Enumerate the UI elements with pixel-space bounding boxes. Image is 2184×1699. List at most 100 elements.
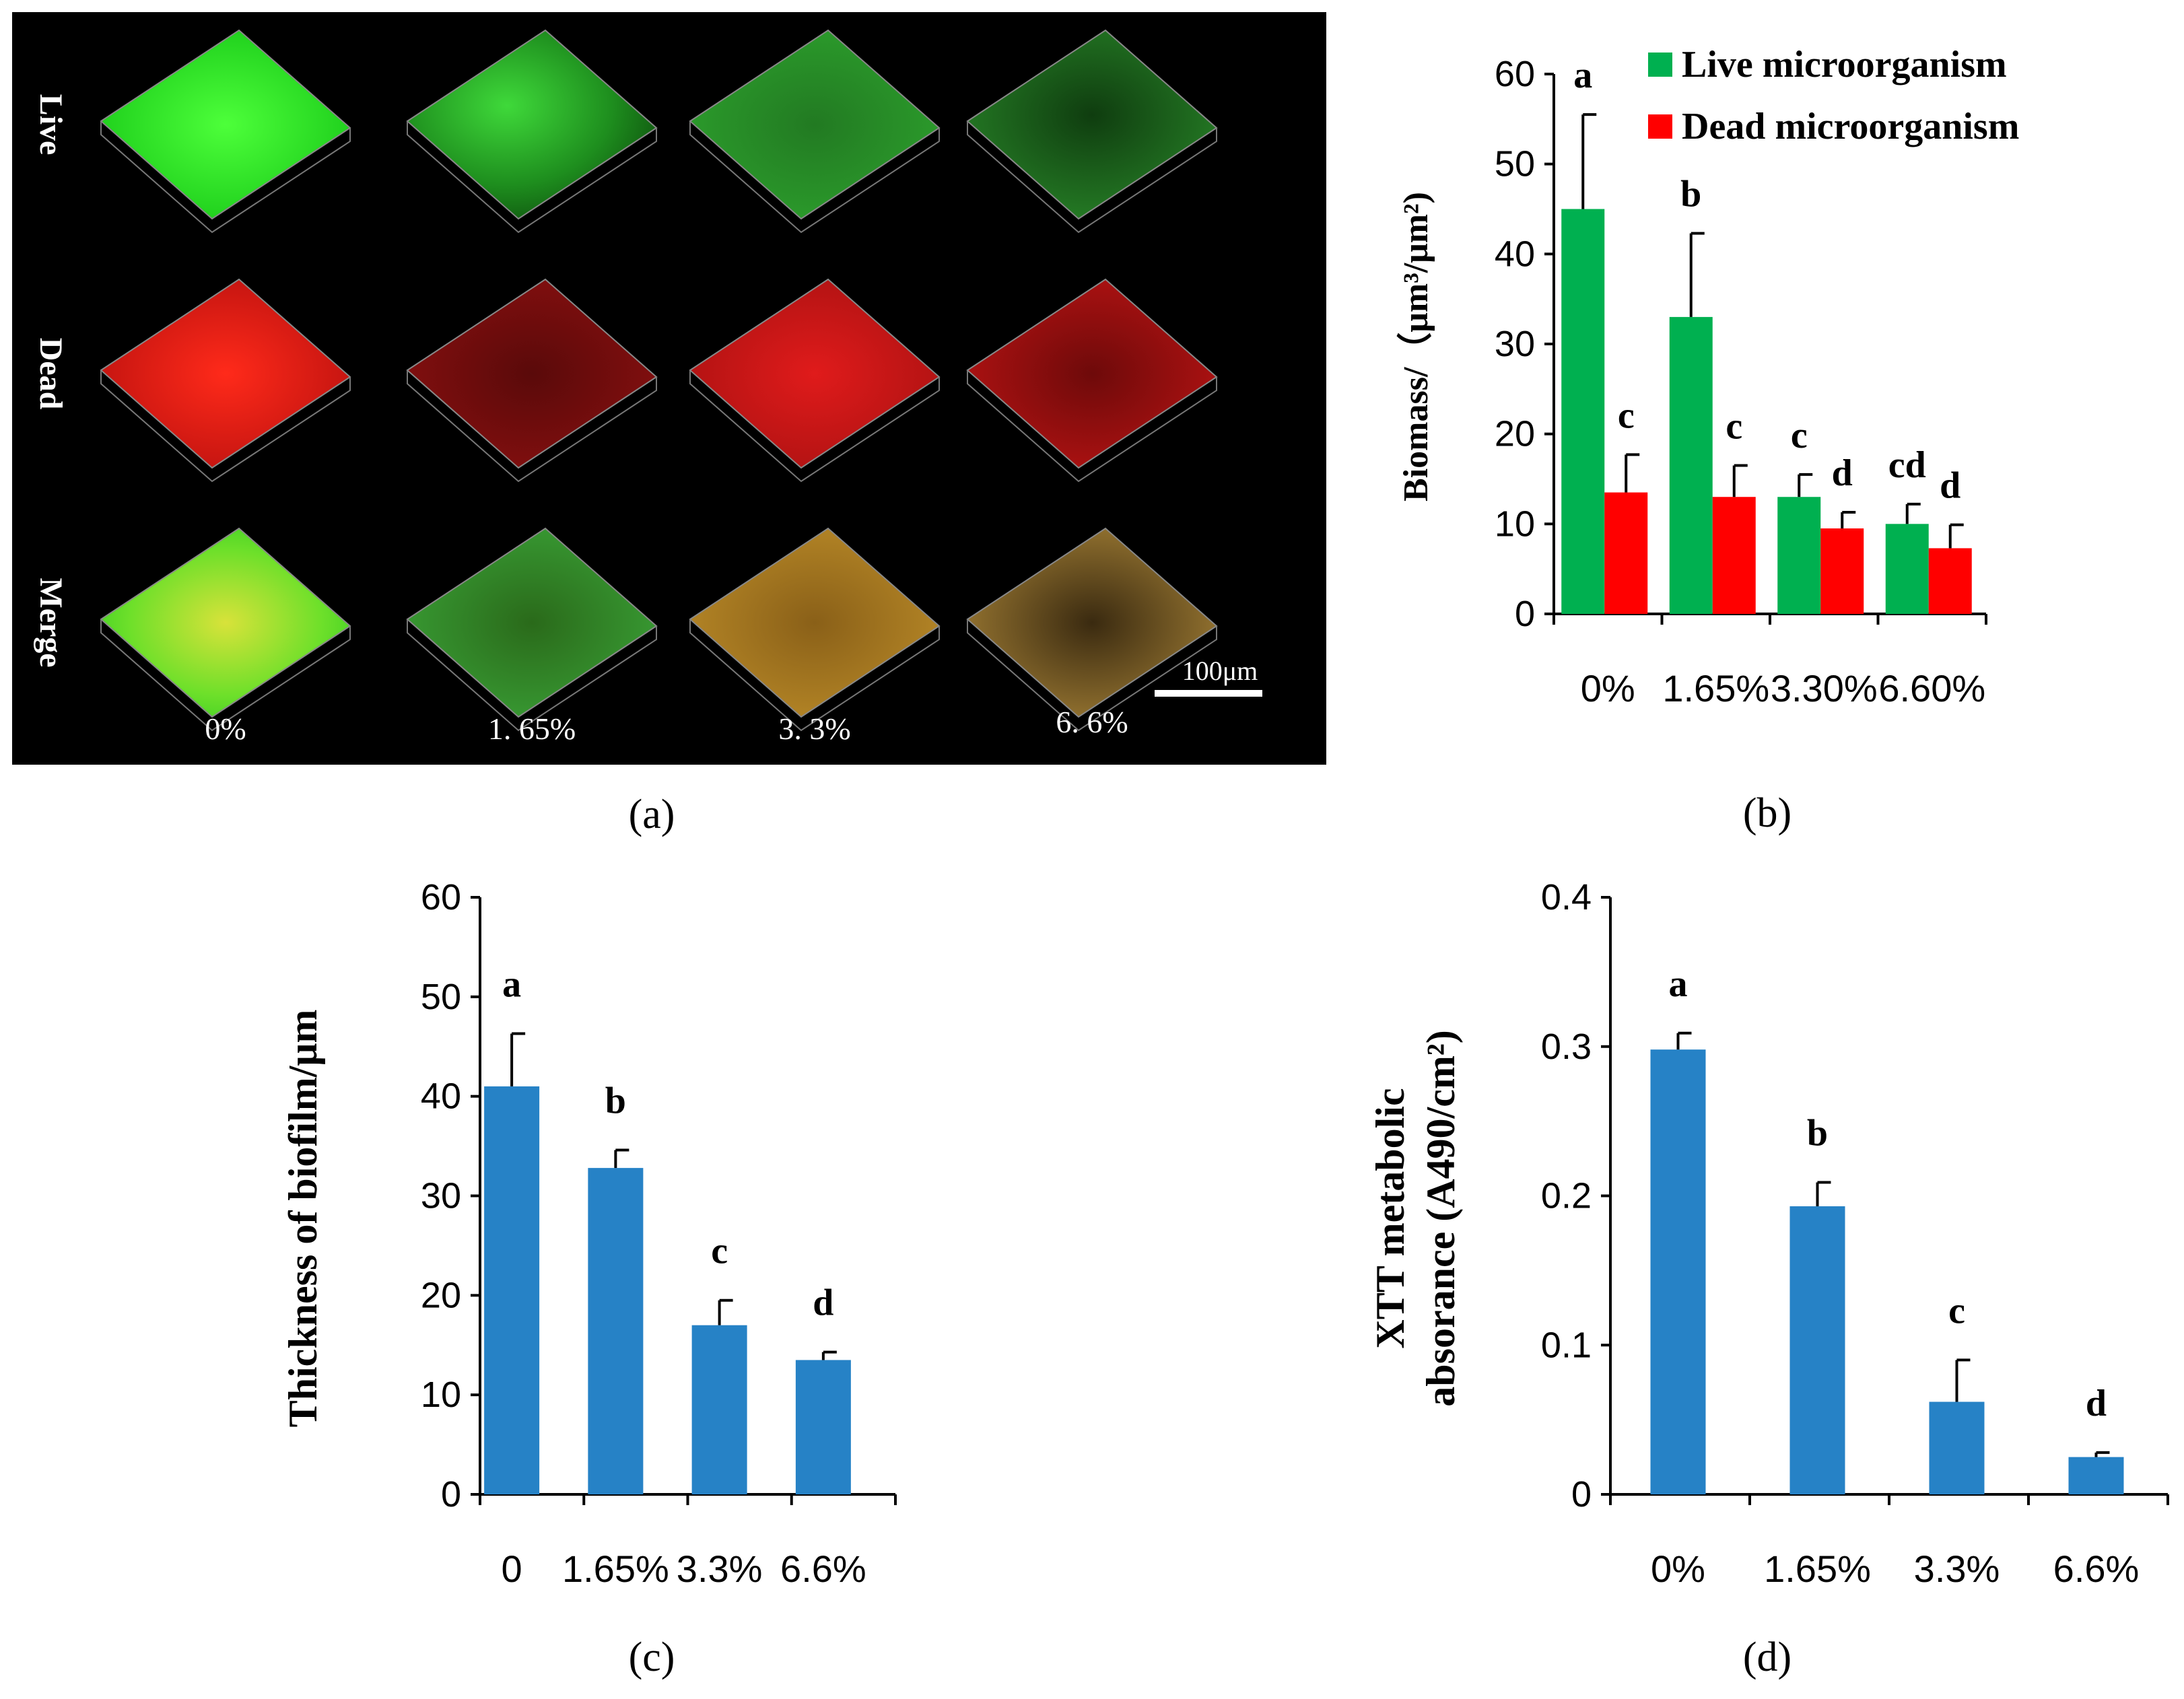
micrograph-box-edge [100, 370, 351, 483]
c-bar [795, 1360, 851, 1494]
col-label-3: 6. 6% [1056, 705, 1128, 739]
b-y-tick-label: 40 [1495, 234, 1535, 274]
c-y-tick-label: 0 [441, 1474, 461, 1515]
micrograph-box-edge [407, 121, 657, 234]
b-bar [1712, 497, 1756, 614]
d-bar [2068, 1457, 2124, 1494]
b-y-tick-label: 60 [1495, 54, 1535, 94]
row-label-dead: Dead [33, 338, 69, 410]
d-bar [1650, 1049, 1706, 1494]
d-category-label: 1.65% [1764, 1548, 1871, 1590]
micrograph-merge-0 [100, 527, 351, 732]
legend-swatch-dead [1648, 114, 1672, 139]
b-legend: Live microorganism Dead microorganism [1648, 44, 2019, 147]
b-significance-letter: d [1832, 452, 1853, 494]
micrograph-dead-3 [966, 278, 1218, 483]
d-category-label: 0% [1651, 1548, 1705, 1590]
panel-label-c: (c) [629, 1634, 675, 1680]
c-y-tick-label: 10 [421, 1375, 461, 1415]
c-category-label: 0 [502, 1548, 522, 1590]
b-bar [1561, 209, 1605, 614]
micrograph-box-edge [689, 121, 940, 234]
d-y-tick-label: 0.3 [1541, 1027, 1592, 1067]
col-label-1: 1. 65% [488, 712, 576, 746]
d-category-label: 3.3% [1914, 1548, 2000, 1590]
micrograph-live-2 [689, 29, 941, 234]
d-y-axis-label-line2: absorance (A490/cm²) [1419, 1030, 1463, 1407]
d-bar [1929, 1401, 1985, 1494]
b-significance-letter: c [1618, 394, 1635, 436]
micrograph-box-edge [407, 370, 657, 483]
d-y-axis-label-line1: XTT metabolic [1368, 1088, 1412, 1348]
b-category-label: 0% [1581, 667, 1635, 709]
chart-c: Thickness of biofilm/μm (c) 0 10 20 30 40 50 6… [281, 877, 897, 1680]
micrograph-dead-2 [689, 278, 941, 483]
b-category-label: 3.30% [1771, 667, 1878, 709]
b-bar [1669, 316, 1713, 614]
c-significance-letter: c [711, 1230, 728, 1272]
b-category-label: 1.65% [1662, 667, 1769, 709]
c-significance-letter: a [502, 964, 521, 1006]
b-y-tick-label: 10 [1495, 504, 1535, 544]
b-significance-letter: a [1573, 55, 1592, 96]
c-bar [484, 1086, 540, 1494]
c-bar [588, 1168, 644, 1494]
micrograph-box-edge [407, 619, 657, 732]
b-significance-letter: c [1791, 415, 1808, 456]
legend-swatch-live [1648, 53, 1672, 77]
c-y-axis-label: Thickness of biofilm/μm [281, 1010, 325, 1428]
b-y-axis-label: Biomass/（μm³/μm²) [1396, 192, 1435, 501]
d-significance-letter: a [1669, 963, 1688, 1005]
chart-d: XTT metabolic absorance (A490/cm²) (d) 0… [1368, 877, 2169, 1680]
c-bar [691, 1325, 747, 1494]
d-significance-letter: d [2086, 1383, 2107, 1424]
micrograph-box-edge [100, 121, 351, 234]
micrograph-merge-1 [406, 527, 658, 732]
d-y-tick-label: 0 [1571, 1474, 1592, 1515]
panel-label-a: (a) [629, 792, 675, 837]
d-significance-letter: b [1807, 1113, 1828, 1154]
b-category-label: 6.60% [1878, 667, 1985, 709]
d-bar [1789, 1206, 1845, 1494]
micrograph-merge-3 [966, 527, 1218, 732]
c-significance-letter: d [813, 1282, 833, 1324]
c-y-tick-label: 50 [421, 977, 461, 1017]
col-label-0: 0% [205, 712, 246, 746]
micrograph-box-edge [967, 121, 1217, 234]
panel-label-d: (d) [1743, 1634, 1791, 1680]
d-y-tick-label: 0.4 [1541, 877, 1592, 917]
b-bar [1820, 528, 1864, 614]
b-y-tick-label: 30 [1495, 324, 1535, 364]
micrograph-live-3 [966, 29, 1218, 234]
micrograph-merge-2 [689, 527, 941, 732]
panel-label-b: (b) [1743, 790, 1791, 836]
row-label-merge: Merge [33, 578, 69, 667]
b-bar [1777, 497, 1821, 614]
panel-a-micrographs: Live Dead Merge 0% 1. 65% 3. 3% 6. 6% 10… [12, 12, 1326, 765]
b-bar [1604, 492, 1648, 614]
c-significance-letter: b [605, 1080, 626, 1121]
legend-label-dead: Dead microorganism [1682, 106, 2019, 147]
micrograph-box-edge [967, 370, 1217, 483]
micrograph-live-1 [406, 29, 658, 234]
b-bar [1928, 548, 1972, 614]
d-category-label: 6.6% [2053, 1548, 2140, 1590]
d-significance-letter: c [1948, 1290, 1965, 1331]
micrograph-live-0 [100, 29, 351, 234]
row-label-live: Live [33, 94, 69, 155]
c-category-label: 1.65% [562, 1548, 669, 1590]
c-y-tick-label: 30 [421, 1176, 461, 1216]
scale-bar [1155, 690, 1262, 697]
micrograph-dead-1 [406, 278, 658, 483]
b-bar [1885, 524, 1929, 614]
b-significance-letter: b [1680, 174, 1701, 215]
chart-b: Biomass/（μm³/μm²) Live microorganism Dea… [1396, 44, 2019, 836]
legend-label-live: Live microorganism [1682, 44, 2007, 85]
b-significance-letter: d [1940, 465, 1960, 507]
c-category-label: 3.3% [677, 1548, 763, 1590]
d-y-tick-label: 0.2 [1541, 1176, 1592, 1216]
col-label-2: 3. 3% [778, 712, 850, 746]
micrograph-box-edge [689, 370, 940, 483]
c-y-tick-label: 20 [421, 1275, 461, 1315]
